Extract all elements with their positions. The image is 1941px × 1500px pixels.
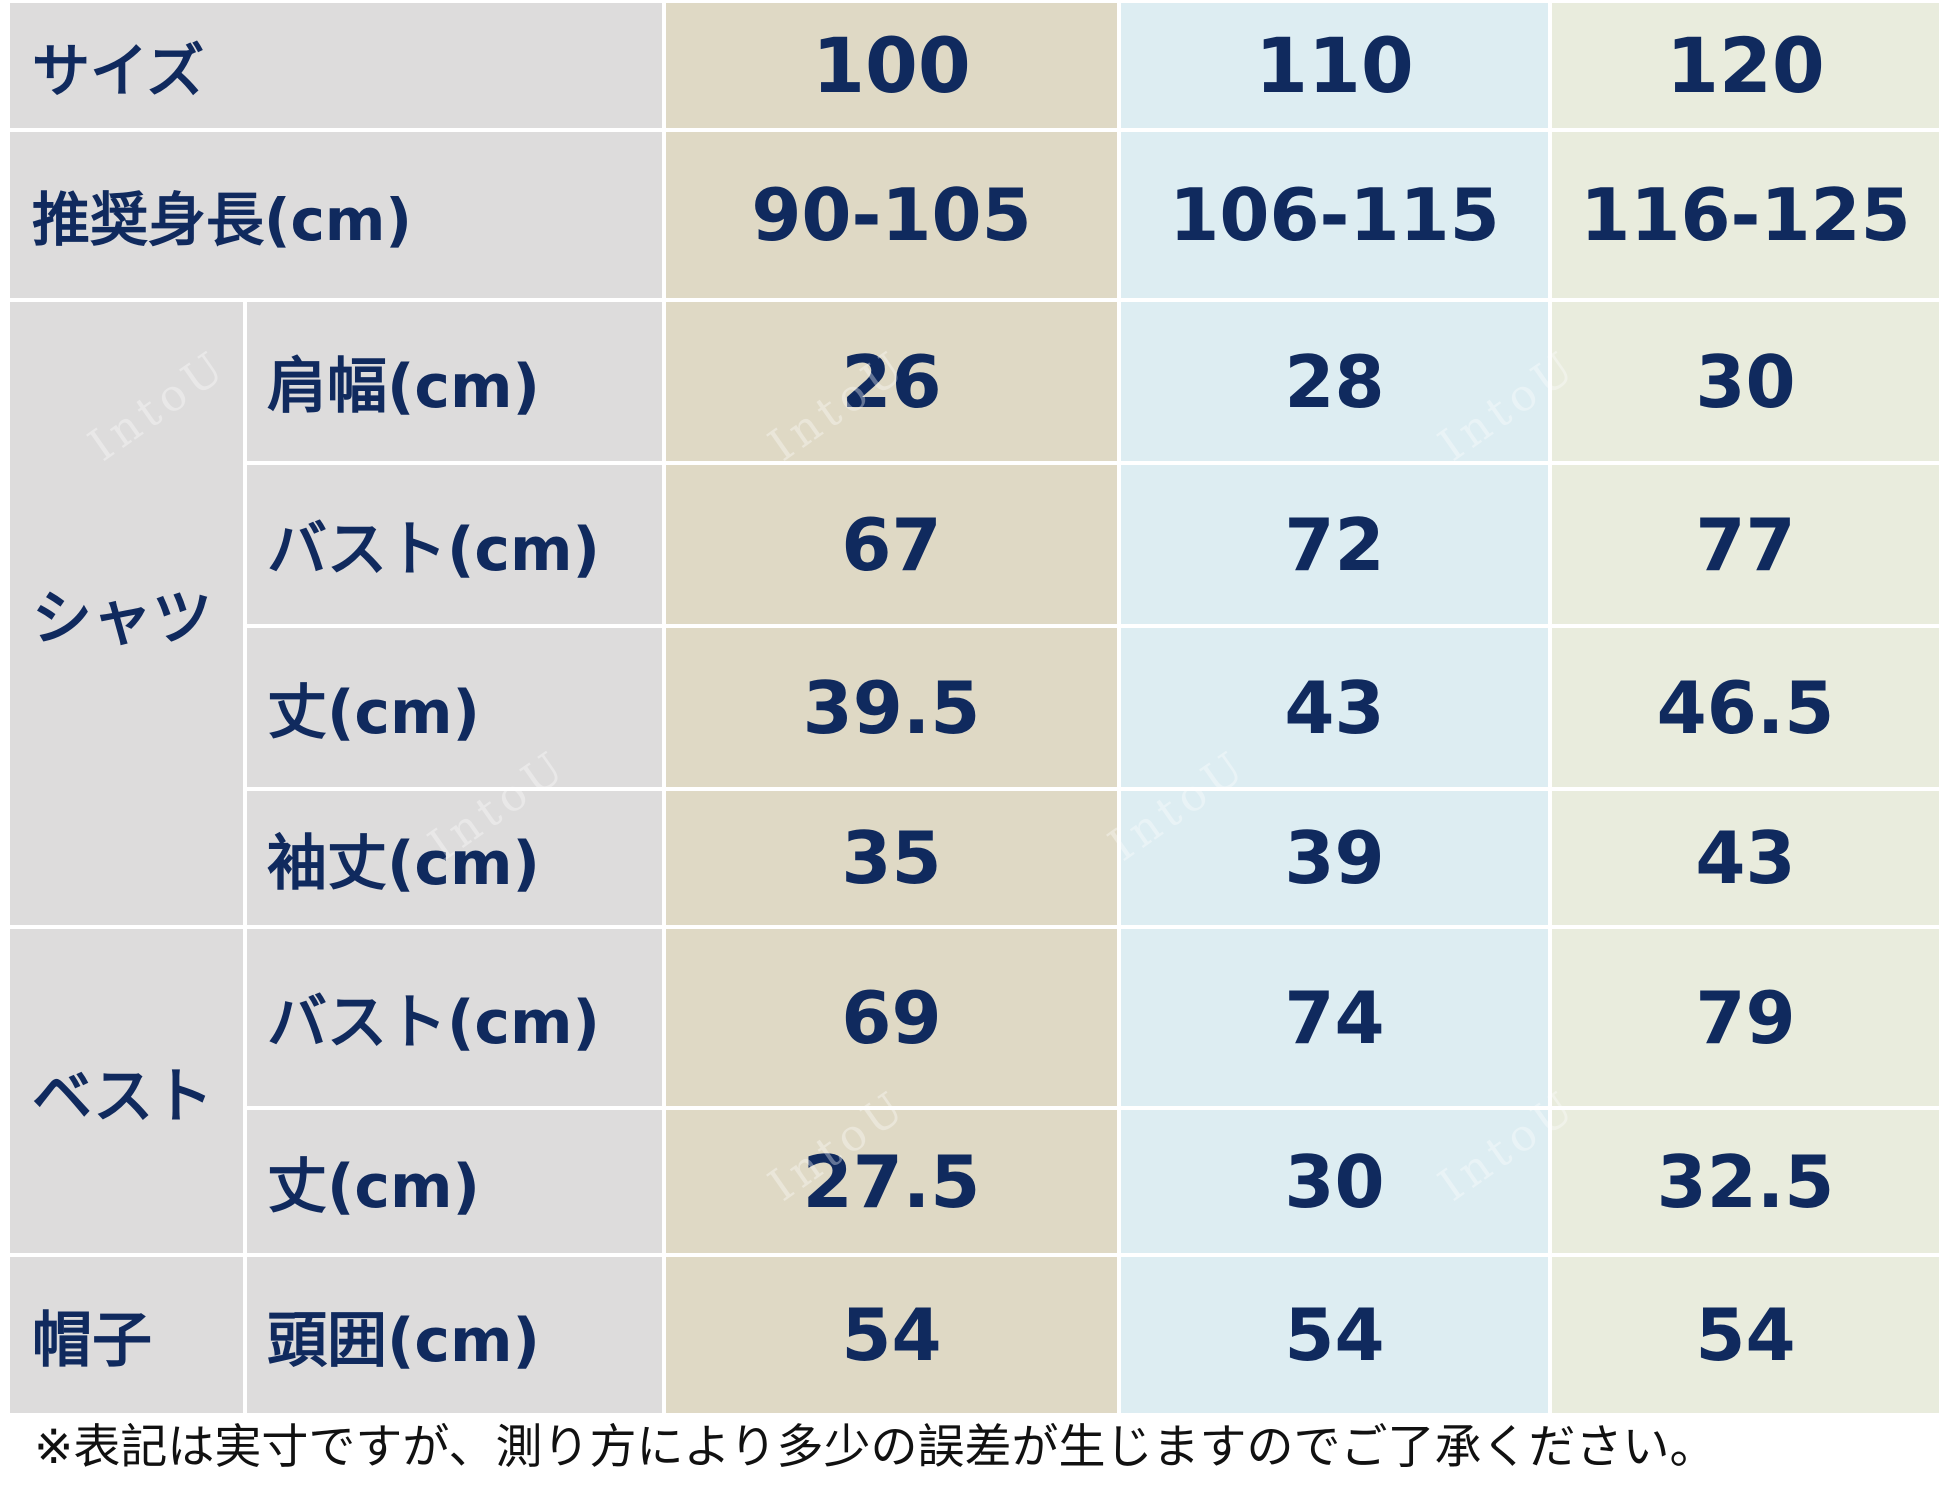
vest-length-label: 丈(cm): [247, 1110, 662, 1253]
size-chart-table: サイズ 100 110 120 推奨身長(cm) 90-105 106-115 …: [10, 3, 1939, 1413]
hat-head-100: 54: [666, 1257, 1117, 1413]
shirt-bust-100: 67: [666, 465, 1117, 624]
shirt-bust-120: 77: [1552, 465, 1939, 624]
hat-head-label: 頭囲(cm): [247, 1257, 662, 1413]
size-110-header: 110: [1121, 3, 1548, 128]
height-100-value: 90-105: [666, 132, 1117, 298]
vest-bust-100: 69: [666, 929, 1117, 1106]
shirt-length-110: 43: [1121, 628, 1548, 787]
shirt-sleeve-label: 袖丈(cm): [247, 791, 662, 925]
shirt-bust-110: 72: [1121, 465, 1548, 624]
shirt-length-label: 丈(cm): [247, 628, 662, 787]
vest-length-100: 27.5: [666, 1110, 1117, 1253]
shirt-shoulder-100: 26: [666, 302, 1117, 461]
shirt-shoulder-label: 肩幅(cm): [247, 302, 662, 461]
shirt-sleeve-110: 39: [1121, 791, 1548, 925]
shirt-shoulder-120: 30: [1552, 302, 1939, 461]
vest-bust-120: 79: [1552, 929, 1939, 1106]
height-110-value: 106-115: [1121, 132, 1548, 298]
vest-category-label: ベスト: [10, 929, 243, 1253]
size-header-label: サイズ: [10, 3, 662, 128]
vest-bust-110: 74: [1121, 929, 1548, 1106]
vest-length-110: 30: [1121, 1110, 1548, 1253]
hat-head-110: 54: [1121, 1257, 1548, 1413]
hat-head-120: 54: [1552, 1257, 1939, 1413]
shirt-sleeve-100: 35: [666, 791, 1117, 925]
shirt-sleeve-120: 43: [1552, 791, 1939, 925]
height-row-label: 推奨身長(cm): [10, 132, 662, 298]
shirt-length-100: 39.5: [666, 628, 1117, 787]
shirt-shoulder-110: 28: [1121, 302, 1548, 461]
shirt-bust-label: バスト(cm): [247, 465, 662, 624]
measurement-note: ※表記は実寸ですが、測り方により多少の誤差が生じますのでご了承ください。: [34, 1420, 1717, 1475]
height-120-value: 116-125: [1552, 132, 1939, 298]
shirt-length-120: 46.5: [1552, 628, 1939, 787]
vest-length-120: 32.5: [1552, 1110, 1939, 1253]
vest-bust-label: バスト(cm): [247, 929, 662, 1106]
shirt-category-label: シャツ: [10, 302, 243, 925]
size-120-header: 120: [1552, 3, 1939, 128]
hat-category-label: 帽子: [10, 1257, 243, 1413]
size-100-header: 100: [666, 3, 1117, 128]
